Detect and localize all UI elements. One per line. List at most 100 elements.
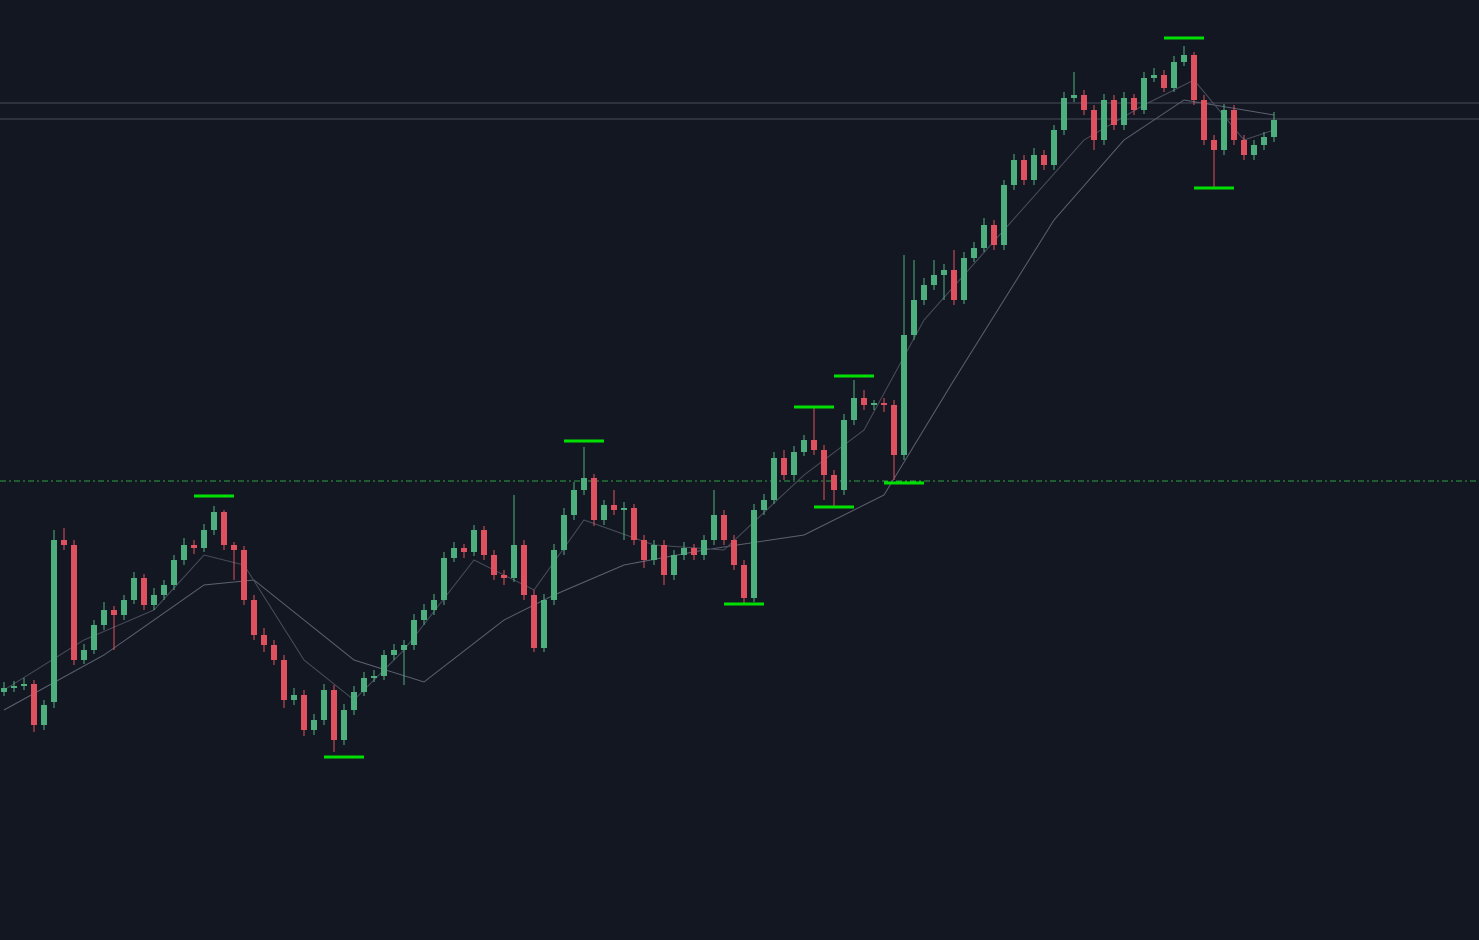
candle-body [581,478,587,490]
candle-body [621,508,627,510]
candle-body [1061,98,1067,130]
candle-body [311,720,317,730]
candle-body [861,398,867,405]
candle-body [1261,137,1267,145]
candle-body [1151,75,1157,78]
candle-body [111,610,117,615]
candle-body [471,530,477,552]
candle-body [1231,110,1237,140]
candle-body [1241,140,1247,155]
candle-body [91,625,97,650]
candle-body [331,690,337,740]
candle-body [751,510,757,598]
candle-body [641,540,647,560]
candle-body [1251,145,1257,155]
candle-body [1271,120,1277,137]
candle-body [781,458,787,475]
candle-body [911,300,917,335]
candle-body [261,635,267,645]
candle-body [441,558,447,600]
candle-body [541,600,547,648]
candle-body [1031,155,1037,180]
candle-body [1011,160,1017,185]
candle-body [901,335,907,455]
candle-body [501,575,507,578]
candle-body [381,655,387,676]
candle-body [1121,98,1127,125]
candle-body [1081,95,1087,110]
candle-body [1021,160,1027,180]
candle-body [771,458,777,500]
candle-body [611,505,617,510]
candle-body [991,225,997,245]
candle-body [1161,75,1167,88]
candle-body [291,695,297,700]
candle-body [651,545,657,560]
candle-body [1141,78,1147,110]
candle-body [171,560,177,585]
candle-body [11,686,17,688]
candle-body [1191,55,1197,100]
candle-body [341,710,347,740]
candle-body [971,248,977,258]
candle-body [391,650,397,655]
candle-body [21,684,27,686]
candle-body [461,548,467,552]
candle-body [81,650,87,660]
candle-body [481,530,487,555]
candle-body [741,565,747,598]
candle-body [451,548,457,558]
candle-body [371,676,377,678]
candle-body [1101,100,1107,140]
candle-body [521,545,527,595]
candle-body [601,505,607,520]
candle-body [131,578,137,600]
candle-body [161,585,167,595]
candle-body [101,610,107,625]
candle-body [51,540,57,702]
candle-body [271,645,277,660]
candle-body [931,275,937,285]
candle-body [491,555,497,575]
candle-body [231,545,237,550]
candle-body [731,540,737,565]
candle-body [411,620,417,645]
candle-body [1211,140,1217,150]
candle-body [571,490,577,515]
candle-body [631,508,637,540]
candle-body [241,550,247,600]
candle-body [551,550,557,600]
candle-body [721,515,727,540]
candle-body [981,225,987,248]
candle-body [151,595,157,605]
candle-body [301,695,307,730]
candle-body [71,545,77,660]
candle-body [791,452,797,475]
candle-body [1,688,7,692]
candle-body [961,258,967,300]
candle-body [1181,55,1187,62]
candle-body [831,475,837,490]
candle-body [321,690,327,720]
candle-body [61,540,67,545]
candle-body [1171,62,1177,88]
candle-body [1221,110,1227,150]
candle-body [531,595,537,648]
candle-body [1091,110,1097,140]
candle-body [221,512,227,545]
candle-body [1041,155,1047,165]
candle-body [891,405,897,455]
candle-body [281,660,287,700]
candle-body [401,645,407,650]
candle-body [41,705,47,725]
candle-body [511,545,517,578]
candle-body [871,403,877,405]
candle-body [251,600,257,635]
candle-body [561,515,567,550]
candle-body [761,500,767,510]
candle-body [941,270,947,275]
candle-body [351,692,357,710]
candle-body [1071,95,1077,98]
candle-body [431,600,437,610]
